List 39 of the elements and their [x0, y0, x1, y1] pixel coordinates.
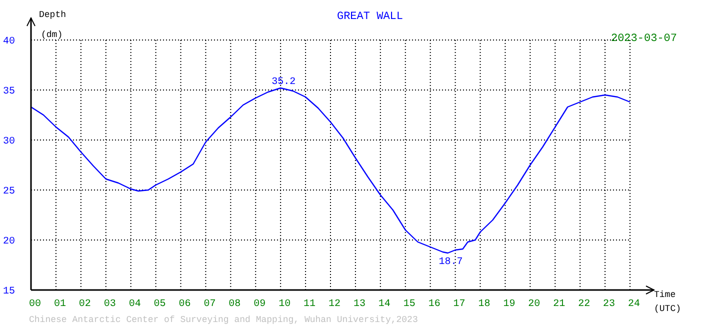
x-tick-label: 10: [278, 299, 291, 310]
x-tick-label: 14: [378, 299, 390, 310]
x-tick-label: 00: [28, 299, 42, 310]
y-tick-label: 25: [2, 186, 16, 198]
x-tick-label: 18: [478, 299, 490, 310]
x-tick-label: 19: [503, 299, 516, 310]
annotation: 35.2: [272, 77, 296, 88]
x-tick-label: 05: [154, 299, 166, 310]
x-tick-label: 23: [603, 299, 616, 310]
y-tick-label: 20: [2, 236, 16, 248]
y-tick-label: 35: [2, 86, 16, 98]
y-tick-label: 30: [2, 136, 16, 148]
x-tick-label: 20: [528, 299, 540, 310]
x-tick-label: 12: [328, 299, 341, 310]
y-tick-label: 15: [2, 286, 16, 298]
x-tick-label: 21: [553, 299, 566, 310]
x-tick-label: 11: [304, 299, 316, 310]
x-tick-label: 13: [353, 299, 366, 310]
x-tick-label: 01: [54, 299, 66, 310]
x-tick-label: 08: [228, 299, 241, 310]
chart-subtitle: 2023-03-07: [610, 33, 678, 45]
line-series: [30, 87, 631, 254]
x-tick-label: 17: [453, 299, 466, 310]
x-tick-label: 04: [128, 299, 141, 310]
x-tick-label: 15: [403, 299, 416, 310]
x-tick-label: 07: [204, 299, 216, 310]
x-axis-title: Time (UTC): [654, 290, 682, 314]
x-tick-label: 02: [78, 299, 91, 310]
chart-title: GREAT WALL: [336, 11, 404, 23]
x-tick-label: 24: [628, 299, 640, 310]
x-tick-label: 06: [178, 299, 191, 310]
y-tick-label: 40: [2, 36, 16, 48]
x-tick-label: 03: [104, 299, 116, 310]
x-tick-label: 09: [254, 299, 266, 310]
x-tick-label: 22: [578, 299, 590, 310]
y-axis-title: Depth (dm): [39, 10, 66, 40]
annotation: 18.7: [438, 257, 463, 268]
text: Chinese Antarctic Center of Surveying and Mapping, Wuhan University,2023: [29, 315, 418, 325]
x-tick-label: 16: [428, 299, 440, 310]
